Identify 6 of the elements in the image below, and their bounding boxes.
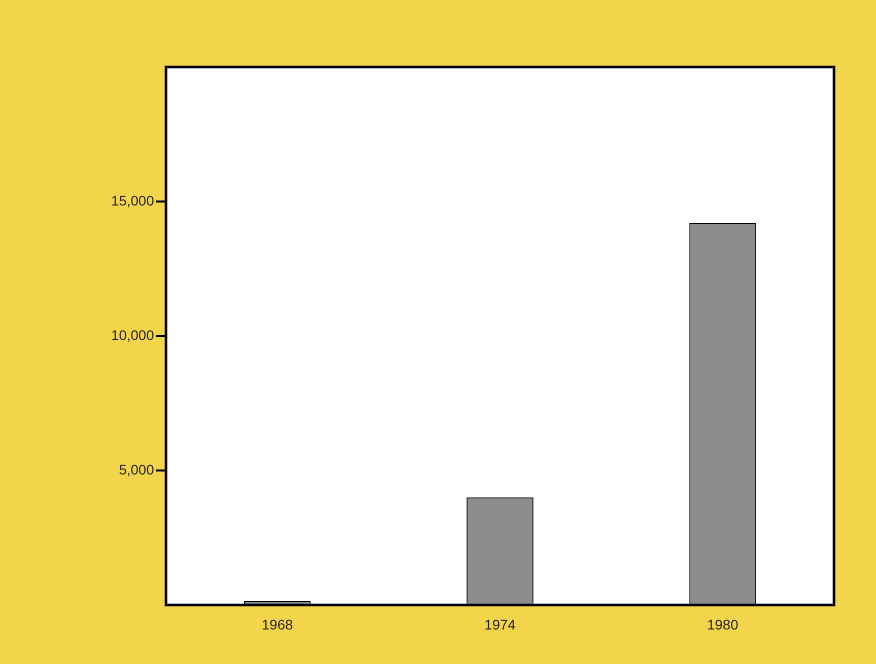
x-tick-label: 1980: [707, 616, 738, 632]
y-tick-label: 10,000: [111, 326, 154, 343]
x-tick-label: 1968: [262, 616, 294, 632]
x-tick-label: 1974: [484, 616, 516, 632]
y-tick-label: 15,000: [111, 192, 154, 208]
y-tick-label: 5,000: [118, 461, 154, 478]
